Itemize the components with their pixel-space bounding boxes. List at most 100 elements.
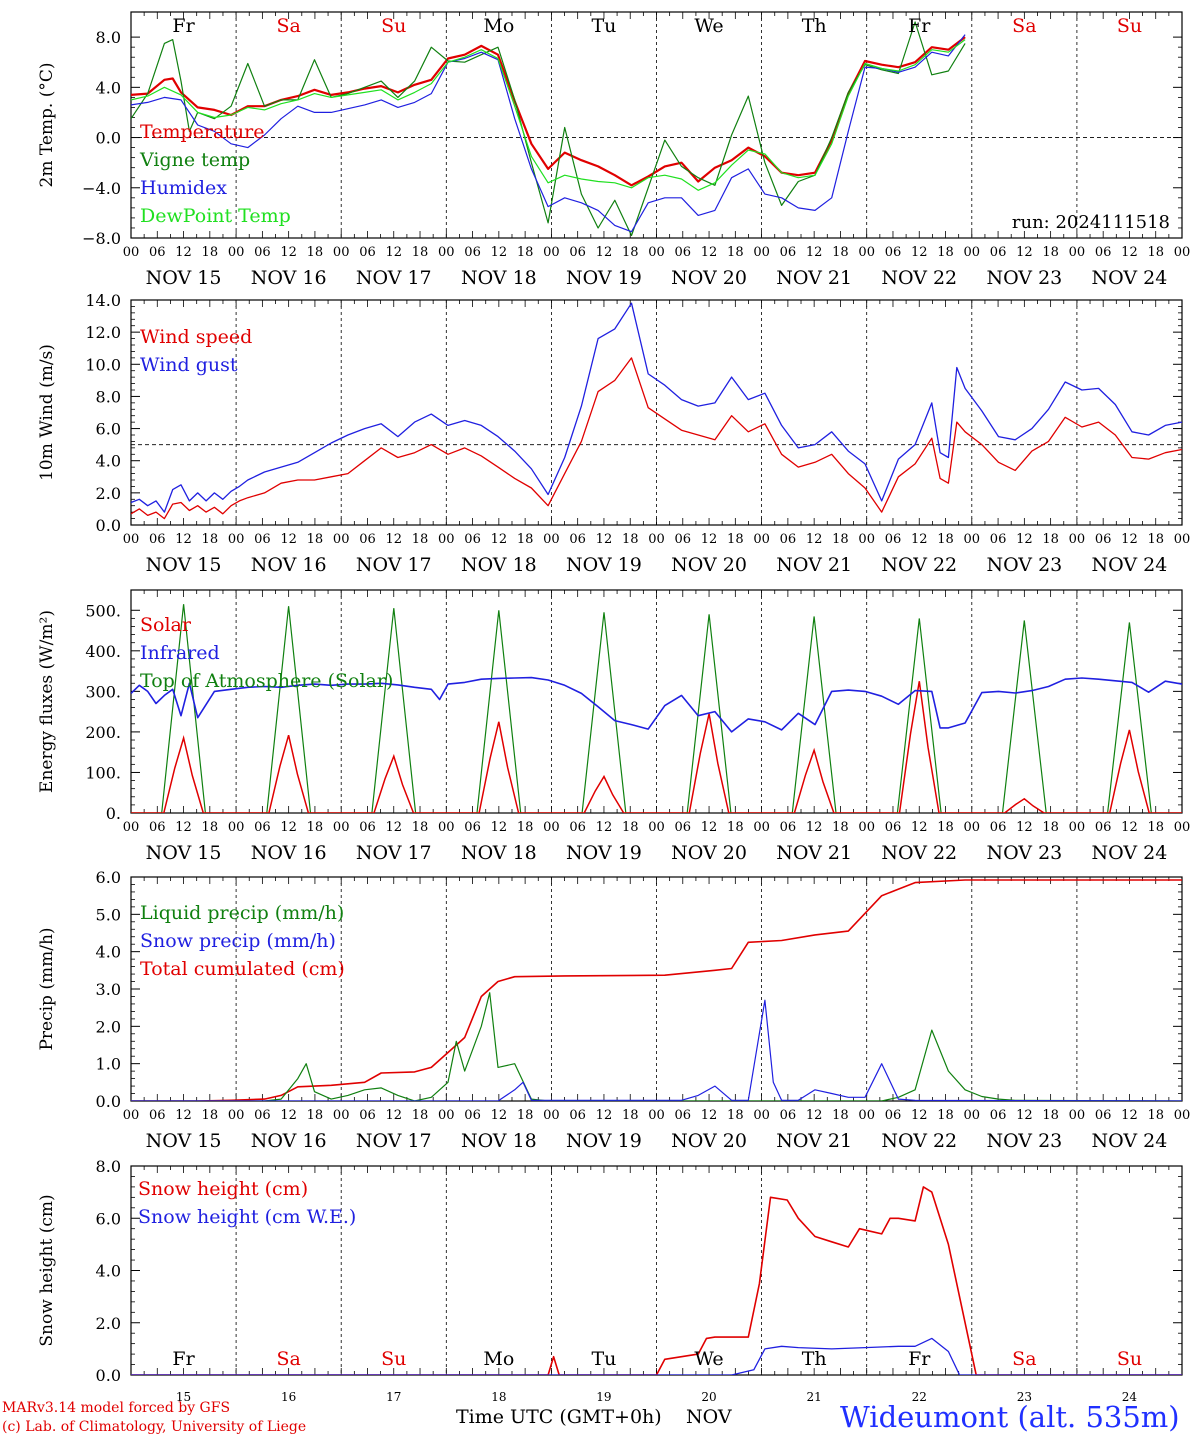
hour-tick-label: 00 <box>1174 820 1191 835</box>
y-tick-label: 4.0 <box>96 943 121 962</box>
legend-entry: Top of Atmosphere (Solar) <box>140 670 393 692</box>
hour-tick-label: 06 <box>149 820 166 835</box>
hour-tick-label: 12 <box>596 1108 613 1123</box>
day-number-label: 17 <box>386 1390 401 1404</box>
hour-tick-label: 06 <box>569 1108 586 1123</box>
hour-tick-label: 18 <box>937 820 954 835</box>
day-label: NOV 22 <box>881 842 957 864</box>
hour-tick-label: 00 <box>1174 532 1191 547</box>
hour-tick-label: 00 <box>648 532 665 547</box>
hour-tick-label: 00 <box>964 820 981 835</box>
hour-tick-label: 18 <box>1147 820 1164 835</box>
hour-tick-label: 18 <box>1042 532 1059 547</box>
hour-tick-label: 06 <box>1095 245 1112 260</box>
hour-tick-label: 00 <box>543 245 560 260</box>
y-tick-label: 6.0 <box>96 420 121 439</box>
hour-tick-label: 12 <box>806 532 823 547</box>
hour-tick-label: 12 <box>385 532 402 547</box>
legend-entry: Liquid precip (mm/h) <box>140 902 344 924</box>
y-axis-label: Energy fluxes (W/m²) <box>37 610 57 793</box>
legend-entry: Wind gust <box>140 354 238 376</box>
day-label: NOV 22 <box>881 554 957 576</box>
day-label: NOV 20 <box>671 267 747 289</box>
hour-tick-label: 18 <box>832 820 849 835</box>
hour-tick-label: 18 <box>622 245 639 260</box>
y-axis-label: 2m Temp. (°C) <box>37 62 57 187</box>
hour-tick-label: 12 <box>385 820 402 835</box>
day-label: NOV 24 <box>1092 554 1168 576</box>
hour-tick-label: 06 <box>359 820 376 835</box>
hour-tick-label: 00 <box>228 1108 245 1123</box>
day-number-label: 24 <box>1122 1390 1138 1404</box>
hour-tick-label: 12 <box>1016 245 1033 260</box>
hour-tick-label: 06 <box>990 532 1007 547</box>
hour-tick-label: 00 <box>123 1108 140 1123</box>
y-tick-label: 5.0 <box>96 905 121 924</box>
y-tick-label: 0.0 <box>96 516 121 535</box>
hour-tick-label: 12 <box>280 245 297 260</box>
day-label: NOV 20 <box>671 1130 747 1152</box>
hour-tick-label: 12 <box>701 1108 718 1123</box>
y-tick-label: 3.0 <box>96 980 121 999</box>
hour-tick-label: 06 <box>990 1108 1007 1123</box>
hour-tick-label: 12 <box>806 245 823 260</box>
hour-tick-label: 06 <box>1095 820 1112 835</box>
hour-tick-label: 18 <box>412 532 429 547</box>
hour-tick-label: 06 <box>885 820 902 835</box>
y-tick-label: 8.0 <box>96 28 121 47</box>
hour-tick-label: 00 <box>858 1108 875 1123</box>
series-wind-gust <box>131 302 1182 513</box>
y-tick-label: 2.0 <box>96 1017 121 1036</box>
hour-tick-label: 12 <box>1121 245 1138 260</box>
hour-tick-label: 18 <box>1042 820 1059 835</box>
day-number-label: 18 <box>491 1390 506 1404</box>
panel-energy: 0. 100. 200. 300. 400. 500. Energy fluxes (W/m… <box>37 589 1191 864</box>
plot-area <box>131 879 1182 1101</box>
hour-tick-label: 00 <box>438 245 455 260</box>
hour-tick-label: 18 <box>307 532 324 547</box>
hour-tick-label: 18 <box>307 820 324 835</box>
hour-tick-label: 00 <box>964 245 981 260</box>
hour-tick-label: 12 <box>491 820 508 835</box>
day-label: NOV 21 <box>776 267 852 289</box>
y-tick-label: 4.0 <box>96 452 121 471</box>
weekday-label: We <box>694 15 723 37</box>
weekday-label: Fr <box>172 15 195 37</box>
hour-tick-label: 06 <box>254 1108 271 1123</box>
hour-tick-label: 18 <box>622 532 639 547</box>
y-tick-label: 4.0 <box>96 78 121 97</box>
hour-tick-label: 00 <box>438 532 455 547</box>
weekday-label: Tu <box>591 1348 616 1370</box>
y-tick-label: 6.0 <box>96 1209 121 1228</box>
panel-temp: −8.0 −4.0 0.0 4.0 8.0 2m Temp. (°C) Temperatur… <box>37 11 1190 289</box>
hour-tick-label: 12 <box>701 532 718 547</box>
weekday-label: Mo <box>483 1348 514 1370</box>
hour-tick-label: 06 <box>885 1108 902 1123</box>
hour-tick-label: 06 <box>464 532 481 547</box>
hour-tick-label: 18 <box>517 245 534 260</box>
legend-entry: Snow precip (mm/h) <box>140 930 336 952</box>
hour-tick-label: 18 <box>517 1108 534 1123</box>
hour-tick-label: 12 <box>596 820 613 835</box>
hour-tick-label: 18 <box>1042 1108 1059 1123</box>
plot-area <box>131 302 1182 520</box>
weekday-label: Su <box>381 1348 406 1370</box>
hour-tick-label: 06 <box>464 245 481 260</box>
hour-tick-label: 00 <box>648 820 665 835</box>
hour-tick-label: 00 <box>228 532 245 547</box>
day-label: NOV 22 <box>881 267 957 289</box>
y-tick-label: 100. <box>85 763 121 782</box>
panel-precip: 0.0 1.0 2.0 3.0 4.0 5.0 6.0 Precip (mm/h) Liquid… <box>37 868 1190 1152</box>
hour-tick-label: 18 <box>832 532 849 547</box>
day-label: NOV 18 <box>461 267 537 289</box>
series-snow-precip-mm-h- <box>131 999 1182 1101</box>
plot-area <box>131 604 1182 813</box>
legend-entry: Temperature <box>140 121 264 143</box>
hour-tick-label: 06 <box>569 245 586 260</box>
run-label: run: 2024111518 <box>1012 212 1170 233</box>
hour-tick-label: 18 <box>202 245 219 260</box>
y-tick-label: 0. <box>106 804 121 823</box>
y-axis-label: Snow height (cm) <box>37 1194 57 1346</box>
series-liquid-precip-mm-h- <box>131 992 1182 1101</box>
